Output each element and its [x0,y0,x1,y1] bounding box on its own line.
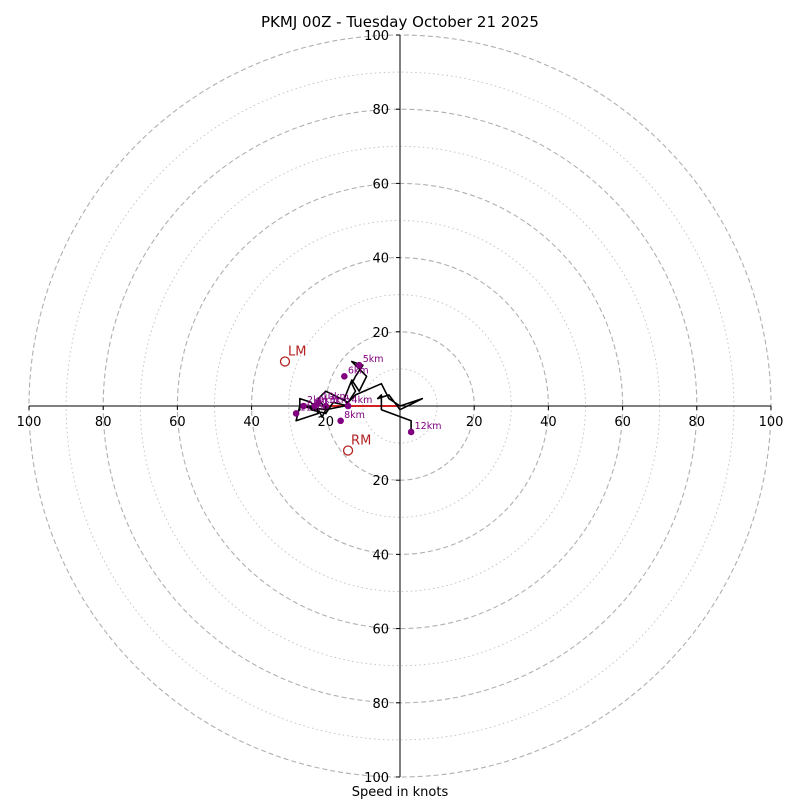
storm-motion-point [342,445,354,456]
height-marker-point [355,361,363,369]
wind-trace [295,360,424,432]
y-tick-label: 40 [372,548,389,563]
x-tick-label: 60 [169,415,186,430]
height-markers: 2km3km4km5km6km8km9km10km11km12km [292,354,442,436]
height-marker-point [315,398,322,406]
x-tick-label: 40 [540,415,557,430]
y-tick-label: 40 [372,252,389,267]
height-marker-point [407,428,415,436]
x-tick-label: 80 [95,415,112,430]
wind-trace-line [295,360,424,432]
x-tick-label: 100 [17,415,42,430]
x-tick-label: 40 [243,415,260,430]
height-marker-label: 3km [329,395,350,406]
height-marker-point [292,410,300,417]
x-tick-label: 80 [689,415,706,430]
storm-motion-point [279,356,291,367]
storm-motion-label: RM [351,434,371,449]
height-marker-label: 9km [318,395,339,406]
height-marker-point [344,402,352,410]
storm-motion-label: LM [288,344,306,359]
x-tick-label: 20 [318,415,335,430]
chart-title: PKMJ 00Z - Tuesday October 21 2025 [261,13,539,31]
height-marker-point [341,373,348,380]
height-marker-label: 8km [344,410,365,421]
y-tick-label: 80 [372,697,389,712]
tick-labels: 100 80 60 40 20 20 40 60 80 100 100 80 60 40 20 20 40 60 8… [17,29,784,786]
height-marker-point [300,402,307,410]
y-tick-label: 80 [372,103,389,118]
height-marker-label: 6km [348,365,369,376]
height-marker-label: 10km [322,391,349,402]
y-tick-label: 60 [372,623,389,638]
height-marker-label: 5km [363,354,384,365]
height-marker-point [337,417,344,425]
y-tick-label: 20 [372,326,389,341]
x-tick-label: 100 [759,415,784,430]
y-tick-label: 20 [372,474,389,489]
storm-motion-markers: LM RM [279,344,371,456]
y-tick-label: 60 [372,177,389,192]
height-marker-label: 11km [300,402,327,413]
x-tick-label: 60 [614,415,631,430]
x-tick-label: 20 [466,415,483,430]
x-axis-label: Speed in knots [352,785,449,800]
y-tick-label: 100 [364,29,389,44]
height-marker-label: 4km [352,395,373,406]
y-tick-label: 100 [364,771,389,786]
height-marker-label: 12km [415,421,442,432]
